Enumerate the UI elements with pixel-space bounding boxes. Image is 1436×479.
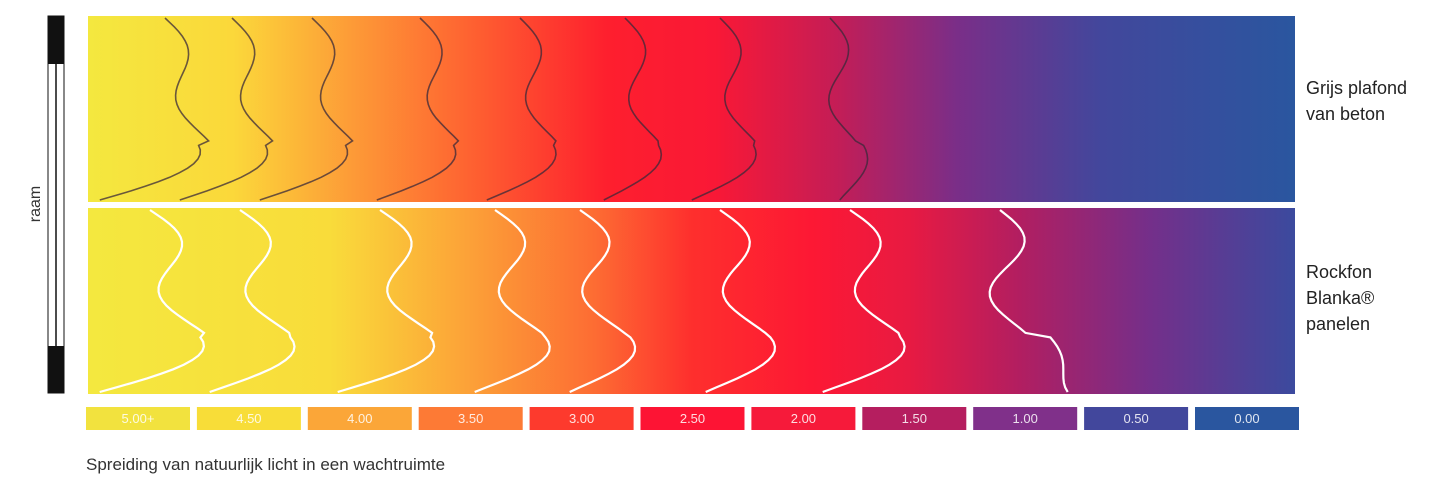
legend-swatch — [862, 407, 967, 430]
contour-line — [988, 209, 1069, 393]
legend-label: 0.50 — [1123, 411, 1148, 426]
contour-line — [99, 209, 206, 394]
legend-swatch — [529, 407, 634, 430]
legend-label: 2.00 — [791, 411, 816, 426]
panel-label-line: van beton — [1306, 104, 1386, 124]
window-label: raam — [27, 185, 44, 223]
contour-line — [337, 209, 436, 394]
panel-label-line: Rockfon — [1306, 262, 1373, 282]
legend-label: 3.50 — [458, 411, 483, 426]
window-strip — [47, 15, 65, 394]
contours-rockfon — [99, 209, 1069, 394]
panel-label-line: Blanka® — [1306, 288, 1375, 308]
contour-line — [822, 209, 906, 394]
legend-swatch — [1084, 407, 1189, 430]
legend-label: 2.50 — [680, 411, 705, 426]
contour-line — [474, 209, 551, 394]
legend-swatch — [196, 407, 301, 430]
panel-label-concrete: Grijs plafond van beton — [1306, 75, 1407, 127]
legend-label: 0.00 — [1234, 411, 1259, 426]
contour-line — [99, 17, 210, 201]
panel-concrete-ceiling — [88, 16, 1295, 202]
contour-line — [827, 17, 869, 201]
contour-line — [603, 17, 663, 201]
legend-swatch — [973, 407, 1078, 430]
legend-label: 4.50 — [236, 411, 261, 426]
contour-line — [705, 209, 777, 394]
contour-line — [691, 17, 757, 201]
panel-label-line: Grijs plafond — [1306, 78, 1408, 98]
legend-label: 1.00 — [1013, 411, 1038, 426]
legend-label: 3.00 — [569, 411, 594, 426]
legend-swatch — [418, 407, 523, 430]
contour-line — [179, 17, 274, 201]
panel-label-line: panelen — [1306, 314, 1371, 334]
contour-line — [569, 209, 637, 393]
panel-label-rockfon: Rockfon Blanka® panelen — [1306, 259, 1374, 337]
contour-line — [376, 17, 460, 201]
legend-label: 1.50 — [902, 411, 927, 426]
contour-line — [209, 209, 296, 394]
legend-swatch — [86, 407, 190, 430]
legend-swatch — [1195, 407, 1299, 430]
contour-line — [259, 17, 354, 201]
contours-concrete — [99, 17, 869, 201]
legend-swatch — [640, 407, 745, 430]
legend-swatch — [307, 407, 412, 430]
legend-label: 5.00+ — [122, 411, 155, 426]
contour-line — [486, 17, 557, 201]
panel-rockfon-ceiling — [88, 208, 1295, 394]
legend-label: 4.00 — [347, 411, 372, 426]
legend: 5.00+ 4.50 4.00 3.50 3.00 2.50 2.00 1.50 1.00 0.5… — [86, 407, 1299, 430]
legend-swatch — [751, 407, 856, 430]
chart-caption: Spreiding van natuurlijk licht in een wa… — [86, 455, 446, 474]
